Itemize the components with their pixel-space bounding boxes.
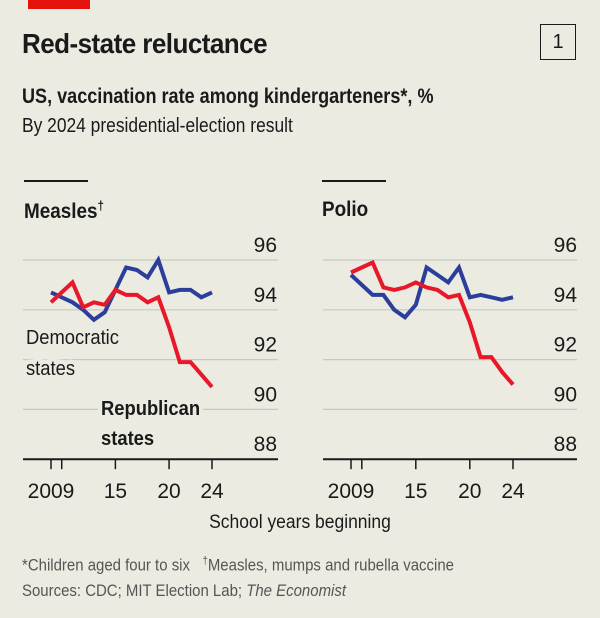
chart-title: Red-state reluctance: [22, 28, 268, 59]
x-tick-label: 24: [200, 480, 224, 503]
sources: Sources: CDC; MIT Election Lab; The Econ…: [22, 581, 346, 601]
series-line-republican: [49, 279, 214, 389]
series-label-democratic: Democratic: [26, 327, 119, 349]
footnote-mark: †: [202, 555, 208, 567]
series-label-republican: Republican: [101, 398, 200, 420]
series-line-democratic: [349, 263, 514, 320]
sources-text: Sources: CDC; MIT Election Lab;: [22, 581, 247, 600]
panel-rule-measles: [24, 180, 88, 182]
sources-italic: The Economist: [246, 581, 347, 600]
series-line-democratic: [50, 255, 213, 323]
series-label-democratic: states: [26, 358, 75, 380]
y-tick-label: 96: [254, 234, 277, 257]
measles-chart: 96 94 92 90 88 Democratic states Republican stat…: [22, 234, 278, 503]
y-tick-label: 92: [554, 334, 577, 357]
footnotes: *Children aged four to six †Measles, mum…: [22, 555, 454, 576]
x-tick-label: 20: [458, 480, 481, 503]
chart-subtitle: US, vaccination rate among kindergartene…: [22, 85, 434, 108]
y-tick-label: 88: [254, 433, 277, 456]
accent-bar: [28, 0, 90, 9]
x-tick-label: 20: [157, 480, 180, 503]
panel-title-measles: Measles†: [24, 198, 104, 224]
polio-chart: 96 94 92 90 88 2009 15 20 24: [323, 234, 578, 503]
y-tick-label: 94: [254, 284, 278, 307]
y-tick-label: 96: [554, 234, 577, 257]
y-tick-label: 92: [254, 334, 277, 357]
x-tick-label: 2009: [28, 480, 75, 503]
y-tick-label: 94: [554, 284, 578, 307]
panel-title-text: Measles: [24, 200, 98, 223]
x-axis-label: School years beginning: [209, 512, 391, 533]
panel-title-polio: Polio: [322, 198, 369, 221]
x-tick-label: 15: [104, 480, 127, 503]
x-tick-label: 24: [501, 480, 525, 503]
footnote-mark: †: [97, 198, 105, 213]
series-label-republican: states: [101, 428, 154, 450]
y-tick-label: 90: [554, 383, 577, 406]
chart-number-badge: 1: [540, 24, 576, 60]
x-tick-label: 15: [404, 480, 427, 503]
series-line-republican: [350, 259, 515, 386]
y-tick-label: 88: [554, 433, 577, 456]
y-tick-label: 90: [254, 383, 277, 406]
x-tick-label: 2009: [328, 480, 375, 503]
panel-rule-polio: [322, 180, 386, 182]
footnote-mmr: Measles, mumps and rubella vaccine: [207, 555, 454, 575]
chart-subtitle-secondary: By 2024 presidential-election result: [22, 115, 293, 137]
footnote-age: *Children aged four to six: [22, 555, 190, 575]
